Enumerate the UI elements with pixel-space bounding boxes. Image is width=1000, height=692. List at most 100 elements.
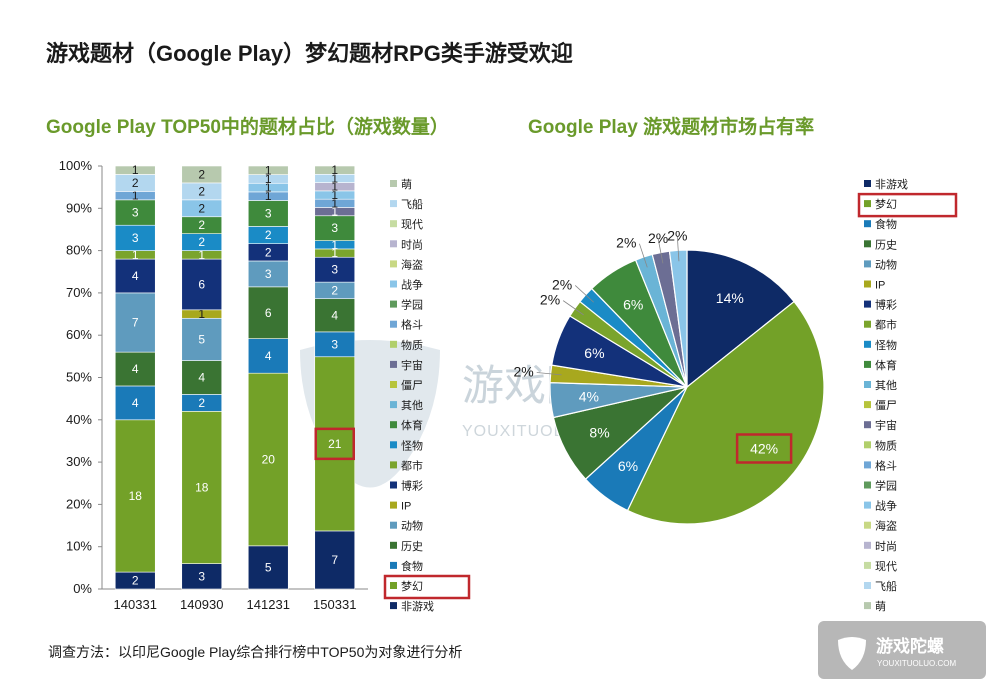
pie-value-label: 4% <box>579 388 599 404</box>
bar-segment-e4bd93e882b2 <box>314 215 356 241</box>
legend-swatch <box>390 381 397 388</box>
bar-value-label: 1 <box>331 171 338 185</box>
bar-value-label: 2 <box>331 283 338 297</box>
bar-value-label: 21 <box>328 437 342 451</box>
bar-segment-e6a2a6e5b9bb <box>181 411 223 564</box>
legend-swatch <box>390 602 397 610</box>
legend-label: 萌 <box>875 599 886 613</box>
y-tick-label: 60% <box>66 327 92 342</box>
legend-swatch <box>390 441 397 449</box>
legend-swatch <box>390 180 397 187</box>
bar-value-label: 1 <box>198 307 205 321</box>
footnote: 调查方法：以印尼Google Play综合排行榜中TOP50为对象进行分析 <box>48 644 463 660</box>
legend-swatch <box>390 481 397 489</box>
legend-swatch <box>864 602 871 610</box>
pie-value-label: 2% <box>616 235 636 251</box>
y-tick-label: 90% <box>66 200 92 215</box>
legend-label: IP <box>401 501 411 513</box>
legend-label: 怪物 <box>401 438 423 452</box>
legend-label: 历史 <box>401 540 423 553</box>
bar-value-label: 2 <box>132 574 139 588</box>
bar-segment-e8908c <box>314 165 356 175</box>
bar-value-label: 3 <box>265 267 272 281</box>
bar-value-label: 7 <box>132 316 139 330</box>
bar-segment-e58aa8e789a9 <box>114 292 156 353</box>
legend-label: 其他 <box>875 379 897 392</box>
pie-slice-e99d9ee6b8b8e6888f <box>686 249 795 389</box>
legend-swatch <box>864 481 871 489</box>
legend-swatch <box>864 381 871 388</box>
logo-subtext: YOUXITUOLUO.COM <box>877 659 956 668</box>
pie-value-label: 6% <box>618 458 638 474</box>
y-tick-label: 80% <box>66 243 92 258</box>
legend-swatch <box>390 300 397 308</box>
legend-label: 都市 <box>875 318 897 332</box>
legend-label: 学园 <box>875 479 897 493</box>
legend-label: 现代 <box>401 218 423 231</box>
legend-swatch <box>864 240 871 248</box>
page-title: 游戏题材（Google Play）梦幻题材RPG类手游受欢迎 <box>46 41 573 66</box>
legend-label: 博彩 <box>401 480 423 493</box>
y-tick-label: 40% <box>66 412 92 427</box>
y-tick-label: 0% <box>73 581 92 596</box>
bar-value-label: 1 <box>132 248 139 262</box>
legend-swatch <box>390 521 397 529</box>
bar-segment-e9a39fe789a9 <box>314 331 356 358</box>
bar-value-label: 18 <box>195 480 209 494</box>
bar-segment-e99d9ee6b8b8e6888f <box>247 545 289 590</box>
legend-swatch <box>864 501 871 509</box>
bar-segment-e58e86e58fb2 <box>114 351 156 387</box>
y-tick-label: 10% <box>66 539 92 554</box>
legend-swatch <box>390 501 397 509</box>
logo-text: 游戏陀螺 <box>876 636 944 656</box>
legend-swatch <box>390 280 397 288</box>
legend-label: 飞船 <box>875 579 897 593</box>
legend-label: 体育 <box>401 418 423 432</box>
bar-value-label: 2 <box>198 396 205 410</box>
pie-value-label: 2% <box>552 276 572 292</box>
bar-segment-e58e86e58fb2 <box>181 360 223 395</box>
legend-swatch <box>864 200 871 208</box>
legend-swatch <box>864 180 871 187</box>
bar-segment-e9a39fe789a9 <box>247 338 289 374</box>
legend-swatch <box>864 220 871 228</box>
bar-value-label: 20 <box>262 453 276 467</box>
legend-label: 动物 <box>401 519 423 533</box>
x-tick-label: 140331 <box>114 597 157 612</box>
legend-label: 非游戏 <box>401 600 434 613</box>
legend-highlight-box <box>383 574 471 600</box>
bar-value-label: 4 <box>132 362 139 376</box>
legend-label: 格斗 <box>401 318 423 332</box>
y-tick-label: 20% <box>66 496 92 511</box>
legend-label: IP <box>875 280 885 292</box>
bar-segment-e58d9ae5bda9 <box>181 258 223 311</box>
legend-swatch <box>864 340 871 348</box>
bar-value-label: 1 <box>331 238 338 252</box>
y-tick-label: 100% <box>59 158 93 173</box>
bar-value-label: 4 <box>198 371 205 385</box>
legend-label: 格斗 <box>875 458 897 472</box>
bar-value-label: 18 <box>129 489 143 503</box>
legend-label: 僵尸 <box>401 379 423 392</box>
bar-value-label: 1 <box>198 248 205 262</box>
bar-value-label: 1 <box>331 205 338 219</box>
legend-swatch <box>864 280 871 288</box>
y-tick-label: 70% <box>66 285 92 300</box>
pie-value-label: 2% <box>513 364 533 380</box>
bar-value-label: 2 <box>265 228 272 242</box>
pie-leader-line <box>536 372 562 376</box>
bar-value-label: 2 <box>198 235 205 249</box>
pie-value-label: 2% <box>667 227 687 243</box>
bar-value-label: 2 <box>265 245 272 259</box>
legend-label: 非游戏 <box>875 178 908 191</box>
pie-leader-line <box>676 236 680 262</box>
bar-value-label: 4 <box>132 396 139 410</box>
bar-segment-e58d9ae5bda9 <box>314 256 356 283</box>
pie-leader-line <box>562 300 584 316</box>
bar-value-label: 7 <box>331 553 338 567</box>
bar-segment-e4bd93e882b2 <box>247 200 289 227</box>
bar-value-label: 6 <box>265 306 272 320</box>
